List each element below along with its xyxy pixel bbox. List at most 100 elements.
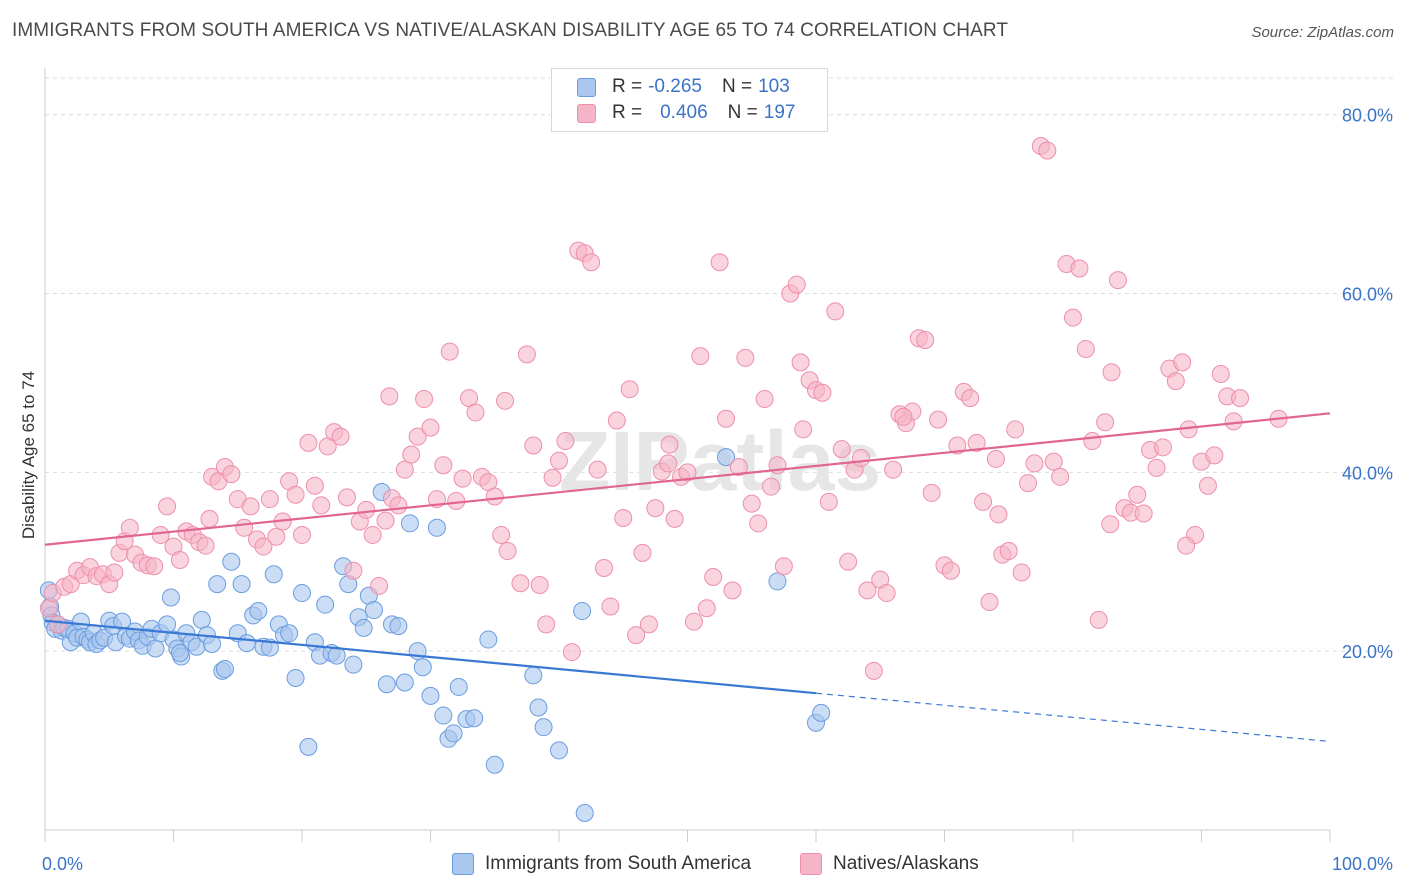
point-natives (562, 643, 581, 662)
point-natives (530, 576, 549, 595)
point-immigrants (768, 572, 787, 591)
point-natives (380, 387, 399, 406)
point-immigrants (465, 709, 484, 728)
point-natives (1231, 389, 1250, 408)
point-natives (402, 445, 421, 464)
point-natives (980, 593, 999, 611)
point-natives (1173, 353, 1192, 372)
point-immigrants (344, 655, 363, 674)
n-value-series1: 103 (758, 76, 790, 97)
point-natives (120, 518, 139, 537)
point-natives (864, 661, 883, 680)
point-natives (299, 433, 318, 452)
point-natives (884, 460, 903, 479)
chart-title: IMMIGRANTS FROM SOUTH AMERICA VS NATIVE/… (12, 20, 1009, 41)
point-natives (948, 436, 967, 455)
point-immigrants (413, 658, 432, 677)
point-immigrants (421, 686, 440, 705)
point-natives (363, 525, 382, 544)
point-natives (485, 487, 504, 506)
point-immigrants (434, 706, 453, 725)
x-tick-label-max: 100.0% (1332, 854, 1393, 874)
point-immigrants (208, 575, 227, 594)
point-immigrants (717, 448, 736, 467)
point-immigrants (316, 595, 335, 614)
point-immigrants (812, 703, 831, 722)
point-natives (1064, 308, 1082, 327)
point-natives (1211, 365, 1230, 383)
point-immigrants (550, 741, 568, 760)
point-natives (826, 302, 845, 321)
point-natives (594, 559, 613, 578)
point-natives (1070, 259, 1089, 278)
point-immigrants (232, 575, 251, 594)
point-immigrants (280, 624, 299, 643)
legend-item-series2: Natives/Alaskans (800, 853, 979, 875)
point-immigrants (395, 673, 414, 692)
point-natives (241, 497, 260, 516)
point-natives (729, 457, 748, 476)
point-natives (1205, 446, 1224, 465)
point-natives (710, 253, 729, 272)
point-immigrants (354, 618, 373, 637)
point-natives (665, 509, 684, 528)
point-natives (556, 432, 575, 451)
point-immigrants (222, 552, 241, 571)
r-value-series1: -0.265 (648, 76, 702, 97)
point-natives (916, 331, 935, 350)
point-natives (691, 347, 710, 366)
y-tick-label: 60.0% (1342, 285, 1393, 305)
point-natives (1038, 141, 1057, 160)
point-natives (517, 345, 536, 364)
point-natives (196, 536, 215, 555)
point-natives (344, 561, 363, 580)
y-axis-label: Disability Age 65 to 74 (19, 371, 38, 539)
point-natives (1128, 485, 1147, 504)
y-tick-label: 20.0% (1342, 642, 1393, 662)
point-natives (1134, 504, 1153, 523)
point-natives (376, 511, 395, 530)
point-natives (601, 597, 620, 616)
point-immigrants (364, 601, 383, 620)
point-natives (627, 626, 646, 645)
point-natives (434, 456, 453, 475)
point-immigrants (400, 514, 419, 533)
point-immigrants (264, 565, 283, 584)
point-natives (1006, 420, 1025, 439)
x-tick-label-min: 0.0% (42, 854, 83, 874)
point-natives (1153, 438, 1172, 457)
point-natives (305, 476, 324, 495)
point-immigrants (575, 804, 594, 823)
point-immigrants (249, 601, 268, 620)
point-natives (496, 391, 515, 410)
series2-swatch (577, 103, 596, 123)
point-natives (614, 508, 633, 527)
point-natives (511, 574, 530, 593)
point-natives (395, 460, 414, 479)
point-natives (967, 433, 986, 452)
point-natives (1177, 536, 1196, 555)
point-natives (421, 418, 440, 437)
point-natives (941, 561, 960, 580)
point-natives (1025, 454, 1044, 473)
point-immigrants (161, 588, 180, 607)
point-natives (415, 390, 434, 409)
trendline-natives (44, 412, 1331, 546)
legend-label-series2: Natives/Alaskans (833, 853, 979, 874)
point-natives (200, 509, 219, 528)
point-natives (774, 557, 793, 576)
point-natives (922, 483, 941, 502)
point-immigrants (215, 660, 234, 679)
point-immigrants (524, 666, 543, 685)
point-natives (819, 492, 838, 511)
point-immigrants (389, 617, 408, 636)
y-tick-label: 40.0% (1342, 463, 1393, 483)
point-immigrants (237, 634, 256, 653)
point-natives (1044, 452, 1063, 471)
point-immigrants (377, 675, 396, 694)
point-natives (537, 615, 556, 634)
correlation-legend: R = -0.265 N = 103 R = 0.406 N = 197 (551, 68, 828, 132)
point-natives (717, 409, 736, 428)
point-immigrants (192, 610, 211, 629)
